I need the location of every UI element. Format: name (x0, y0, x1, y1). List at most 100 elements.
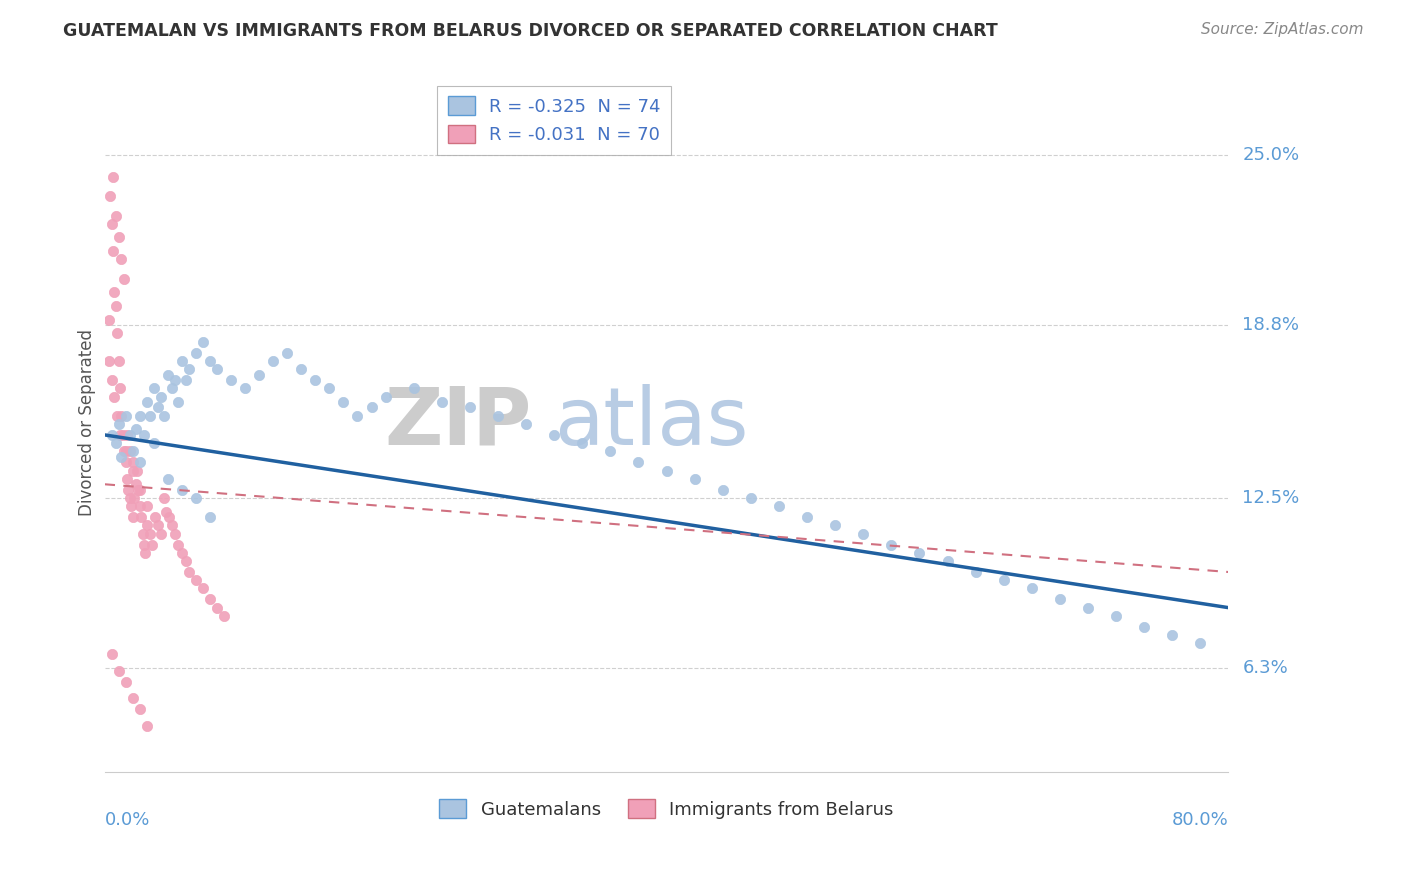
Point (163, 373, 186, 387)
Point (543, 428, 565, 442)
Point (142, 436, 165, 450)
Point (105, 409, 128, 423)
Point (121, 455, 143, 469)
Point (100, 428, 122, 442)
Point (100, 647, 122, 661)
Point (655, 464, 678, 478)
Point (402, 381, 425, 395)
Point (128, 455, 150, 469)
Point (184, 345, 207, 359)
Point (134, 546, 156, 560)
Point (107, 417, 129, 431)
Point (170, 483, 193, 497)
Point (205, 362, 228, 376)
Point (262, 354, 284, 368)
Point (107, 230, 129, 244)
Point (149, 390, 172, 404)
Point (114, 674, 136, 689)
Legend: Guatemalans, Immigrants from Belarus: Guatemalans, Immigrants from Belarus (432, 792, 901, 826)
Point (97, 312, 120, 326)
Point (936, 554, 959, 568)
Point (152, 409, 174, 423)
Point (1049, 592, 1071, 607)
Point (430, 395, 453, 409)
Text: 6.3%: 6.3% (1243, 659, 1288, 677)
Point (191, 582, 214, 596)
Point (117, 483, 139, 497)
Point (122, 491, 145, 505)
Point (124, 422, 146, 436)
Y-axis label: Divorced or Separated: Divorced or Separated (79, 329, 96, 516)
Point (110, 450, 132, 464)
Point (108, 428, 131, 442)
Point (107, 354, 129, 368)
Point (174, 373, 197, 387)
Point (128, 702, 150, 716)
Point (112, 444, 135, 458)
Text: atlas: atlas (554, 384, 748, 461)
Point (156, 368, 179, 382)
Point (374, 390, 396, 404)
Text: ZIP: ZIP (384, 384, 531, 461)
Point (127, 483, 149, 497)
Point (124, 477, 146, 491)
Point (121, 691, 143, 706)
Point (852, 526, 875, 541)
Point (135, 718, 157, 732)
Point (104, 436, 127, 450)
Point (1077, 600, 1099, 615)
Point (1161, 628, 1184, 642)
Point (101, 170, 124, 185)
Point (146, 401, 169, 415)
Point (247, 368, 270, 382)
Point (152, 491, 174, 505)
Point (111, 428, 134, 442)
Text: 12.5%: 12.5% (1243, 489, 1299, 507)
Point (135, 518, 157, 533)
Point (100, 217, 122, 231)
Point (98, 189, 121, 203)
Text: Source: ZipAtlas.com: Source: ZipAtlas.com (1201, 22, 1364, 37)
Point (170, 546, 193, 560)
Point (100, 373, 122, 387)
Point (121, 464, 143, 478)
Point (108, 381, 131, 395)
Point (118, 428, 141, 442)
Point (104, 299, 127, 313)
Point (104, 209, 127, 223)
Point (965, 565, 987, 579)
Point (170, 354, 193, 368)
Point (458, 401, 481, 415)
Point (141, 538, 163, 552)
Point (132, 428, 155, 442)
Point (198, 592, 221, 607)
Point (110, 409, 132, 423)
Point (121, 444, 143, 458)
Point (129, 510, 152, 524)
Point (120, 499, 142, 513)
Point (125, 464, 148, 478)
Point (711, 483, 734, 497)
Point (115, 472, 138, 486)
Point (135, 395, 157, 409)
Point (993, 573, 1015, 587)
Point (198, 510, 221, 524)
Point (143, 510, 166, 524)
Point (157, 510, 180, 524)
Point (515, 417, 537, 431)
Point (346, 409, 368, 423)
Point (160, 381, 183, 395)
Point (121, 510, 143, 524)
Point (332, 395, 354, 409)
Point (191, 334, 214, 349)
Point (177, 565, 200, 579)
Point (128, 483, 150, 497)
Text: GUATEMALAN VS IMMIGRANTS FROM BELARUS DIVORCED OR SEPARATED CORRELATION CHART: GUATEMALAN VS IMMIGRANTS FROM BELARUS DI… (63, 22, 998, 40)
Point (1021, 582, 1043, 596)
Text: 80.0%: 80.0% (1171, 811, 1229, 829)
Point (205, 600, 228, 615)
Point (118, 491, 141, 505)
Point (219, 373, 242, 387)
Point (198, 354, 221, 368)
Point (110, 252, 132, 267)
